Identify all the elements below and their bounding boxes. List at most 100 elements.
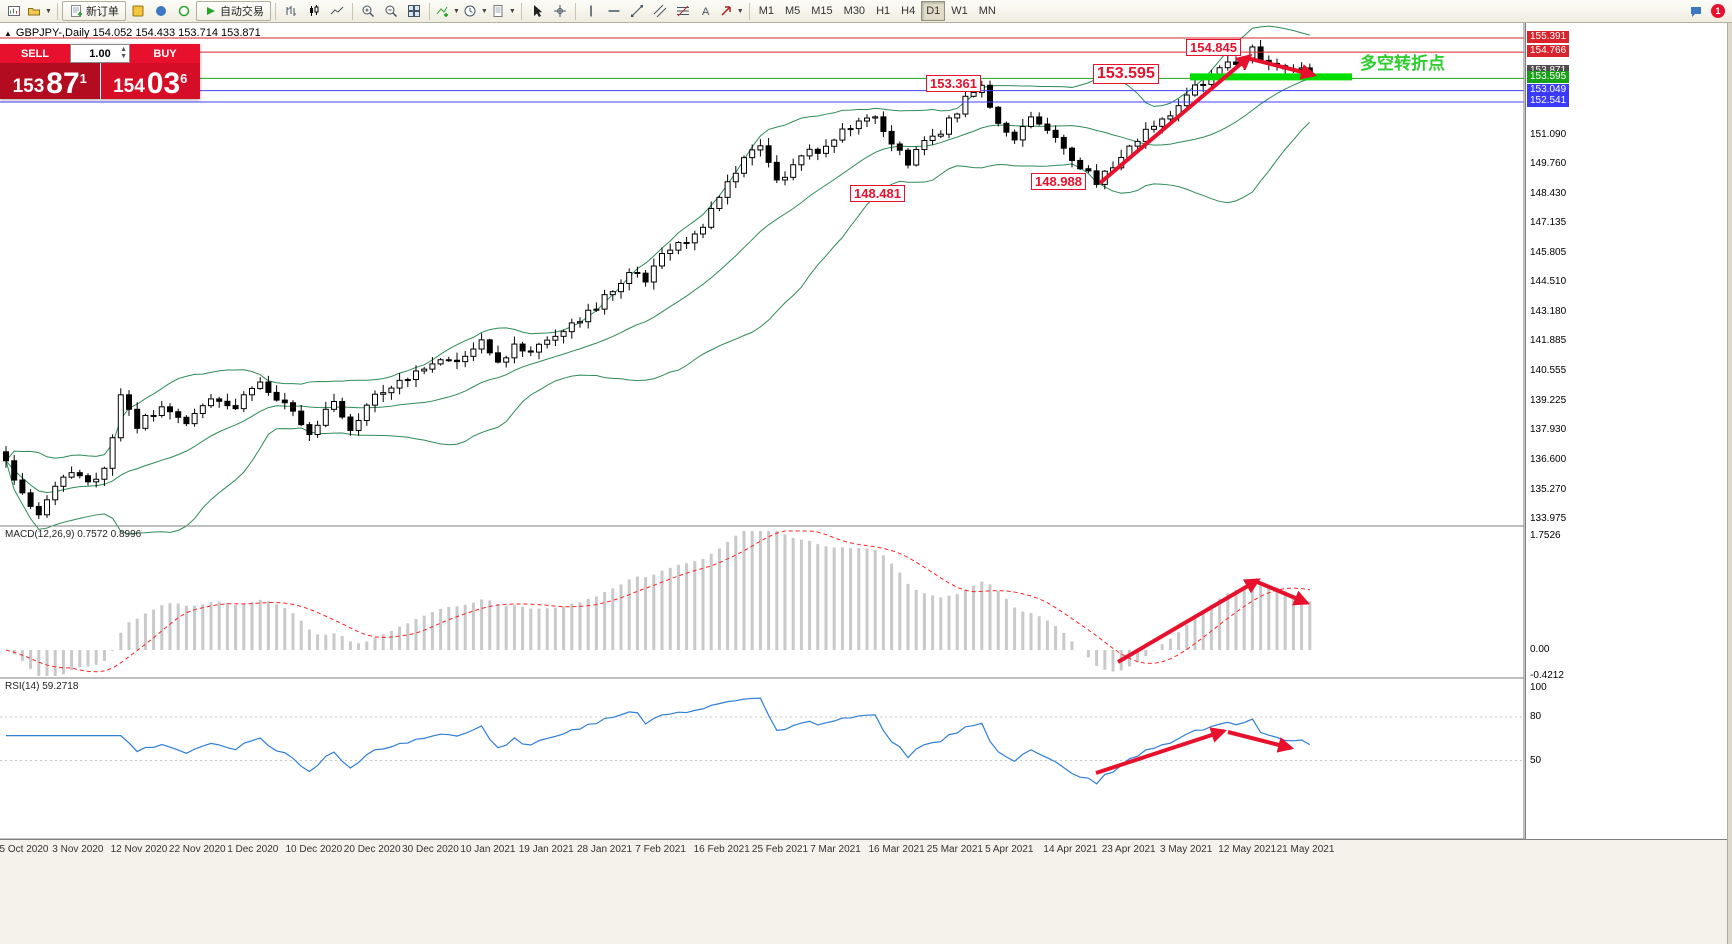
time-axis-label: 23 Apr 2021: [1101, 844, 1156, 855]
macd-axis-label: -0.4212: [1530, 670, 1564, 681]
price-axis-tag: 153.049: [1527, 83, 1570, 96]
clock-icon: [464, 5, 476, 17]
autotrading-label: 自动交易: [219, 6, 264, 18]
price-axis-label: 148.430: [1530, 188, 1567, 200]
price-axis-label: 139.225: [1530, 394, 1567, 406]
zoom-out-icon: [385, 5, 397, 18]
cursor-button[interactable]: [526, 1, 548, 21]
toolbar-separator: [351, 2, 353, 20]
horizontal-line-button[interactable]: [603, 1, 625, 21]
indicators-button[interactable]: ▼: [434, 1, 461, 21]
horizontal-line-icon: [608, 10, 620, 12]
price-axis-label: 136.600: [1530, 453, 1567, 465]
timeframe-m15-button[interactable]: M15: [806, 1, 837, 21]
community-button[interactable]: [150, 1, 172, 21]
volume-input[interactable]: 1.00 ▲ ▼: [70, 44, 130, 63]
timeframe-m30-button[interactable]: M30: [839, 1, 870, 21]
new-order-button[interactable]: 新订单: [61, 1, 126, 21]
bar-chart-icon: [286, 6, 296, 16]
bar-chart-button[interactable]: [280, 1, 302, 21]
price-axis-label: 135.270: [1530, 483, 1567, 495]
autotrading-play-icon: [206, 7, 215, 15]
profiles-folder-icon: [28, 8, 40, 16]
symbol-ohlc-text: GBPJPY-,Daily 154.052 154.433 153.714 15…: [15, 27, 261, 39]
price-level-label[interactable]: 148.988: [1031, 173, 1086, 190]
svg-text:A: A: [702, 6, 710, 18]
time-axis-label: 12 Nov 2020: [110, 844, 168, 855]
line-chart-button[interactable]: [326, 1, 348, 21]
price-level-label[interactable]: 154.845: [1186, 39, 1241, 56]
sell-button[interactable]: SELL: [0, 44, 70, 63]
time-axis-label: 16 Feb 2021: [693, 844, 750, 855]
one-click-collapse-icon[interactable]: ▲: [4, 28, 12, 38]
notification-badge[interactable]: 1: [1711, 4, 1725, 18]
profiles-button[interactable]: ▼: [26, 1, 53, 21]
tile-windows-button[interactable]: [403, 1, 425, 21]
toolbar-right-group: 1: [1685, 1, 1729, 21]
time-axis-label: 7 Feb 2021: [635, 844, 686, 855]
vertical-line-icon: [590, 5, 592, 17]
timeframe-h4-button[interactable]: H4: [896, 1, 920, 21]
time-axis-label: 25 Mar 2021: [926, 844, 983, 855]
vertical-line-button[interactable]: [580, 1, 602, 21]
candlestick-icon: [309, 5, 319, 16]
time-axis-label: 7 Mar 2021: [810, 844, 861, 855]
price-level-label[interactable]: 153.361: [926, 75, 981, 92]
text-tool-button[interactable]: A: [695, 1, 717, 21]
ask-price[interactable]: 154 03 6: [100, 63, 200, 99]
mql5-button[interactable]: [173, 1, 195, 21]
timeframe-d1-button[interactable]: D1: [921, 1, 946, 21]
crosshair-button[interactable]: [549, 1, 571, 21]
fibonacci-button[interactable]: [672, 1, 694, 21]
price-axis-label: 137.930: [1530, 424, 1567, 436]
new-order-label: 新订单: [85, 6, 119, 18]
periods-button[interactable]: ▼: [462, 1, 489, 21]
time-axis-label: 25 Oct 2020: [0, 844, 49, 855]
turning-point-text[interactable]: 多空转折点: [1360, 54, 1445, 73]
time-axis-label: 5 Apr 2021: [985, 844, 1034, 855]
timeframe-h1-button[interactable]: H1: [871, 1, 895, 21]
price-level-label[interactable]: 153.595: [1093, 64, 1159, 84]
autotrading-button[interactable]: 自动交易: [195, 1, 271, 21]
macd-axis-label: 0.00: [1530, 644, 1550, 655]
trendline-button[interactable]: [626, 1, 648, 21]
ask-point: 6: [180, 71, 188, 86]
templates-button[interactable]: ▼: [490, 1, 517, 21]
zoom-out-button[interactable]: [380, 1, 402, 21]
price-axis-tag: 155.391: [1527, 31, 1570, 44]
volume-spinner[interactable]: ▲ ▼: [120, 46, 127, 60]
price-axis-label: 140.555: [1530, 365, 1567, 377]
main-toolbar: ▼ 新订单 自动交易 ▼ ▼: [0, 0, 1732, 23]
time-axis-label: 3 May 2021: [1160, 844, 1213, 855]
chat-icon: [1691, 7, 1701, 17]
timeframe-mn-button[interactable]: MN: [974, 1, 1001, 21]
zoom-in-button[interactable]: [357, 1, 379, 21]
chat-button[interactable]: [1685, 1, 1707, 21]
templates-caret-icon: ▼: [508, 7, 516, 15]
metaeditor-button[interactable]: [127, 1, 149, 21]
time-axis-label: 25 Feb 2021: [751, 844, 809, 855]
rsi-axis-label: 80: [1530, 711, 1542, 722]
price-axis-label: 144.510: [1530, 276, 1567, 288]
price-axis[interactable]: 151.090 149.760 148.430 147.135 145.805 144.5…: [1525, 23, 1725, 839]
timeframe-m1-button[interactable]: M1: [754, 1, 779, 21]
time-axis-label: 10 Jan 2021: [460, 844, 516, 855]
toolbar-separator: [748, 2, 750, 20]
arrows-tool-button[interactable]: ▼: [718, 1, 745, 21]
line-chart-icon: [330, 6, 344, 15]
candlestick-button[interactable]: [303, 1, 325, 21]
timeframe-m5-button[interactable]: M5: [780, 1, 805, 21]
tile-windows-icon: [407, 5, 420, 17]
profiles-caret-icon: ▼: [45, 7, 52, 15]
toolbar-separator: [520, 2, 522, 20]
price-level-label[interactable]: 148.481: [850, 185, 905, 202]
new-chart-button[interactable]: [3, 1, 25, 21]
time-axis-label: 10 Dec 2020: [285, 844, 343, 855]
buy-button[interactable]: BUY: [130, 44, 200, 63]
timeframe-w1-button[interactable]: W1: [946, 1, 973, 21]
bid-price[interactable]: 153 87 1: [0, 63, 101, 99]
channel-button[interactable]: [649, 1, 671, 21]
indicators-caret-icon: ▼: [452, 7, 460, 15]
